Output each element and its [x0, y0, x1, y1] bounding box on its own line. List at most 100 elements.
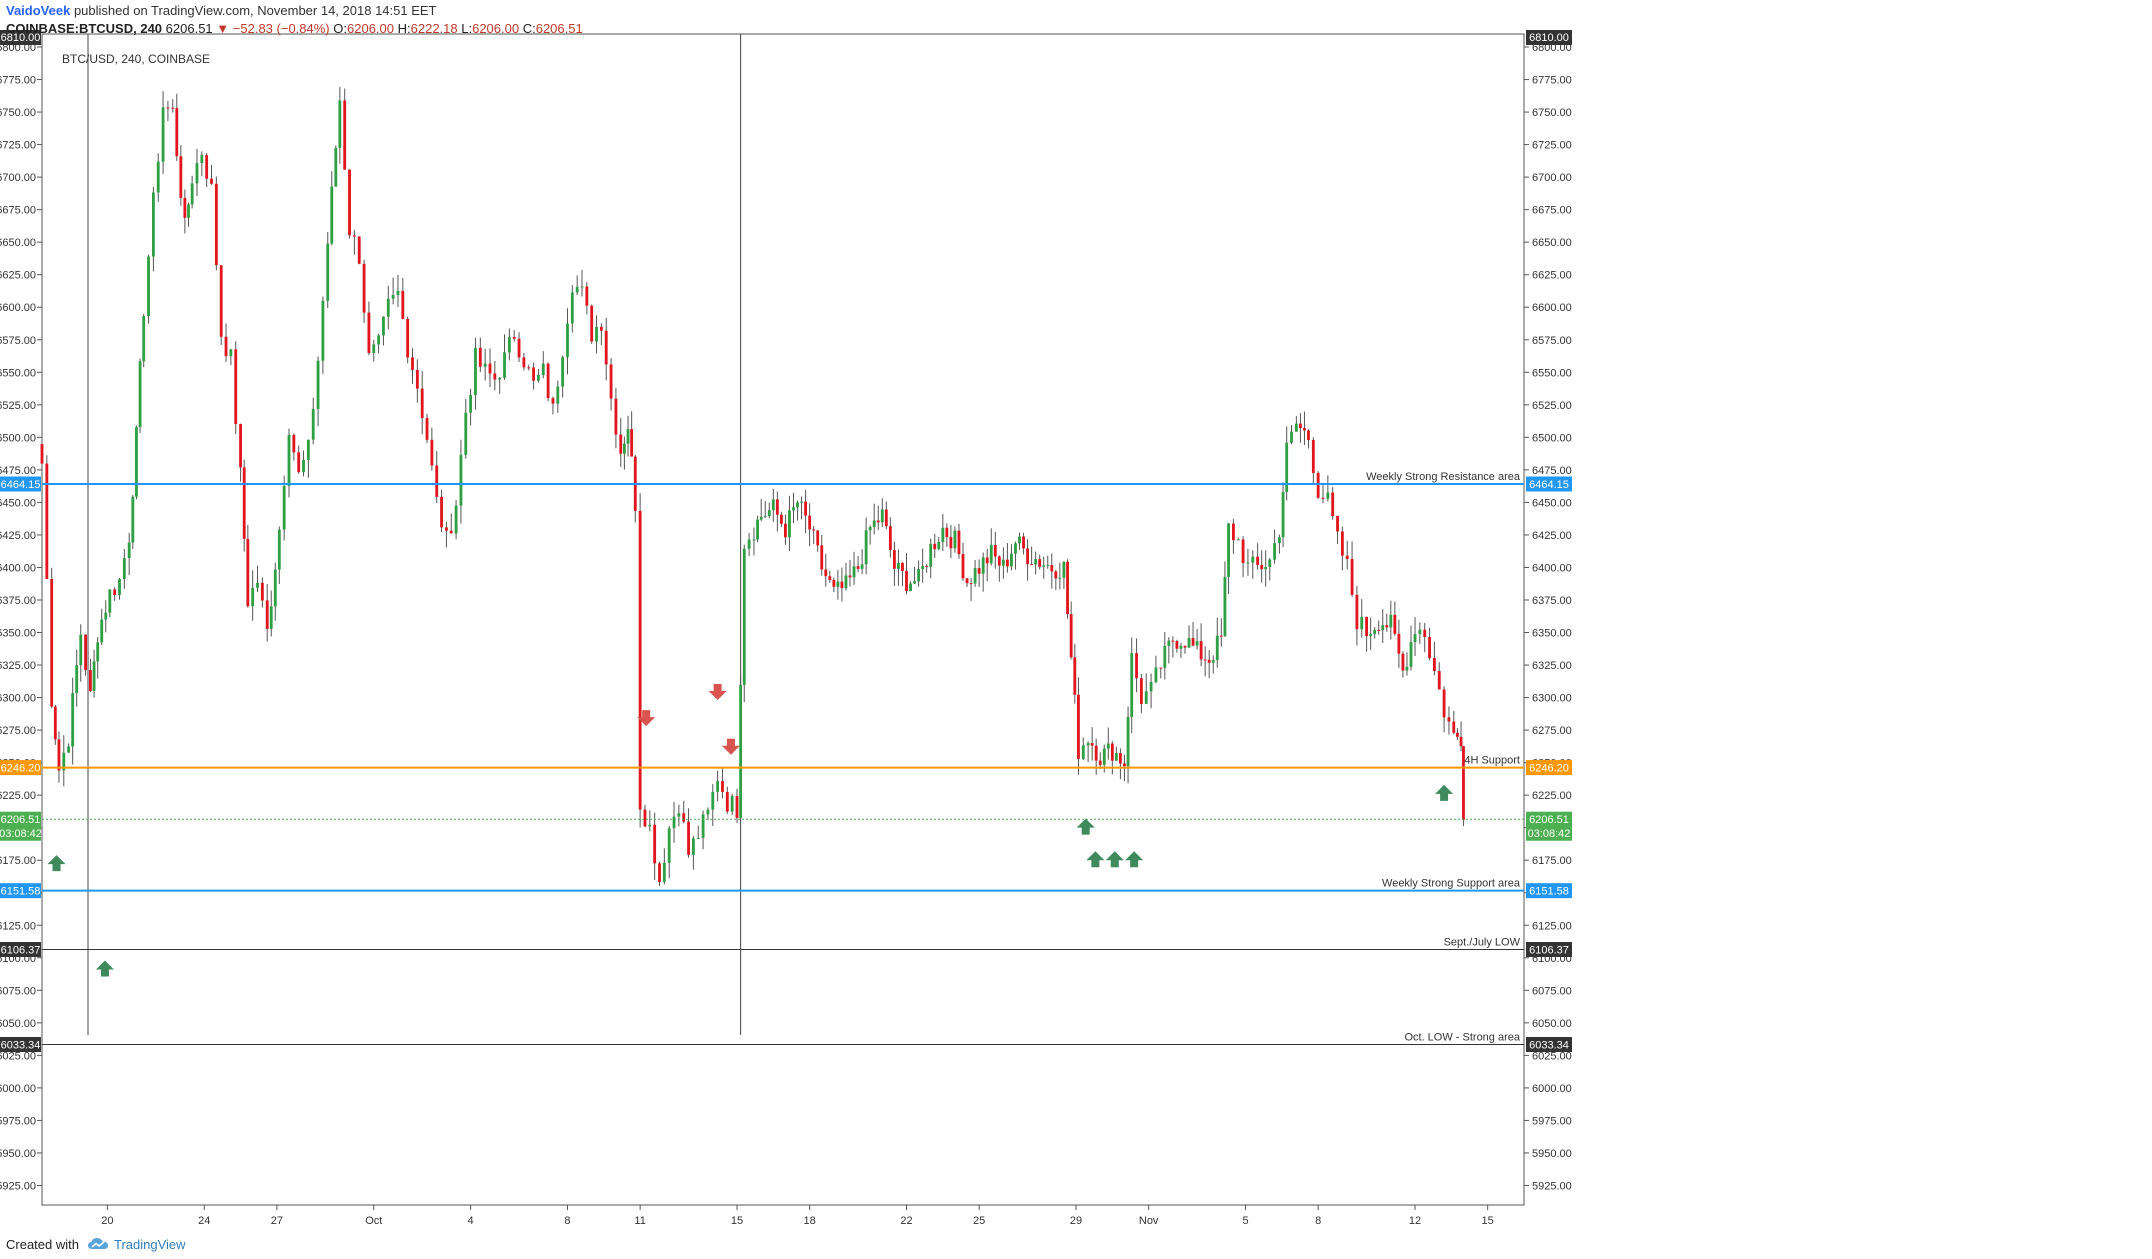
candle-up [1018, 536, 1021, 544]
y-tick-label-left: 5950.00 [0, 1148, 36, 1160]
candle-down [725, 791, 729, 812]
level-badge-left [0, 942, 41, 958]
candle-down [1241, 539, 1245, 564]
candle-down [411, 357, 414, 370]
candle-down [1316, 473, 1320, 498]
candle-up [648, 824, 652, 827]
candle-down [965, 578, 969, 584]
candle-down [816, 530, 820, 546]
candle-down [957, 530, 961, 555]
x-tick-label: Oct [365, 1215, 382, 1227]
candle-down [848, 575, 852, 578]
candle-down [546, 363, 550, 399]
candle-up [1114, 753, 1118, 761]
candle-down [1073, 657, 1077, 695]
candle-up [1326, 492, 1330, 499]
candle-down [1340, 531, 1344, 556]
y-tick-label-left: 5925.00 [0, 1180, 36, 1192]
candle-down [892, 550, 896, 569]
candle-up [716, 781, 720, 792]
candle-down [820, 545, 824, 570]
candle-down [415, 369, 419, 389]
candle-down [1038, 559, 1042, 567]
candle-up [190, 183, 194, 205]
last-price-label: 6206.51 [1529, 814, 1569, 826]
candle-up [921, 565, 925, 569]
level-badge-right [1526, 883, 1572, 899]
candle-up [739, 684, 743, 818]
candle-up [1278, 537, 1281, 544]
candle-up [100, 619, 104, 643]
candle-down [985, 557, 989, 564]
candle-down [352, 235, 356, 237]
candle-up [1268, 559, 1272, 567]
candle-down [1183, 645, 1187, 648]
y-tick-label: 6800.00 [1532, 42, 1572, 54]
candle-up [626, 429, 630, 444]
chart-title: BTC/USD, 240, COINBASE [62, 52, 210, 66]
candle-down [488, 363, 492, 374]
candle-down [84, 634, 88, 671]
candle-down [1171, 640, 1175, 642]
candle-down [1307, 430, 1310, 441]
candle-up [200, 155, 204, 164]
candle-up [756, 519, 759, 540]
change-value: −52.83 (−0.84%) [232, 21, 330, 36]
candle-down [1110, 743, 1114, 761]
y-tick-label-left: 6550.00 [0, 367, 36, 379]
x-tick-label: 22 [900, 1215, 912, 1227]
candle-up [742, 548, 746, 685]
candle-down [1199, 641, 1203, 660]
candle-up [1360, 616, 1364, 630]
candle-up [1195, 641, 1199, 646]
candle-up [269, 606, 273, 629]
y-tick-label: 6075.00 [1532, 985, 1572, 997]
candle-down [993, 544, 997, 557]
change-arrow-icon: ▼ [216, 21, 230, 36]
author-link[interactable]: VaidoVeek [6, 3, 71, 18]
y-tick-label: 6275.00 [1532, 725, 1572, 737]
close-value: 6206.51 [535, 21, 583, 36]
candle-up [1081, 745, 1085, 759]
y-tick-label-left: 6375.00 [0, 595, 36, 607]
symbol-label: COINBASE:BTCUSD, 240 [6, 21, 163, 36]
candle-down [224, 336, 228, 357]
y-tick-label-left: 6325.00 [0, 660, 36, 672]
candle-up [1086, 743, 1090, 746]
candle-down [977, 568, 981, 574]
candle-up [1273, 543, 1276, 560]
candle-down [1256, 556, 1260, 565]
candle-up [391, 294, 395, 299]
level-badge-right-label: 6246.20 [1529, 763, 1569, 775]
candle-up [570, 292, 574, 324]
candle-up [151, 192, 155, 257]
candle-up [1285, 442, 1289, 492]
candle-up [561, 357, 565, 387]
candle-up [937, 541, 941, 550]
candle-up [566, 323, 569, 358]
candle-down [1050, 565, 1054, 572]
candle-down [348, 169, 351, 236]
y-tick-label-left: 6275.00 [0, 725, 36, 737]
candle-up [1264, 566, 1268, 570]
candle-up [459, 454, 463, 506]
candle-down [357, 236, 361, 264]
candle-down [614, 398, 618, 435]
candle-down [933, 543, 937, 550]
candle-down [89, 670, 92, 691]
candle-up [1014, 543, 1017, 554]
y-tick-label: 6350.00 [1532, 628, 1572, 640]
candle-down [876, 520, 880, 523]
y-tick-label-left: 6350.00 [0, 628, 36, 640]
candle-down [183, 197, 187, 218]
level-badge-left-label: 6246.20 [1, 763, 41, 775]
tradingview-brand[interactable]: TradingView [87, 1237, 186, 1252]
tradingview-cloud-icon [87, 1238, 108, 1249]
candle-down [40, 444, 44, 464]
candle-down [1030, 564, 1034, 566]
candle-up [464, 412, 468, 455]
candle-up [989, 544, 993, 564]
up-arrow-icon [47, 855, 66, 872]
candle-up [1046, 565, 1050, 567]
